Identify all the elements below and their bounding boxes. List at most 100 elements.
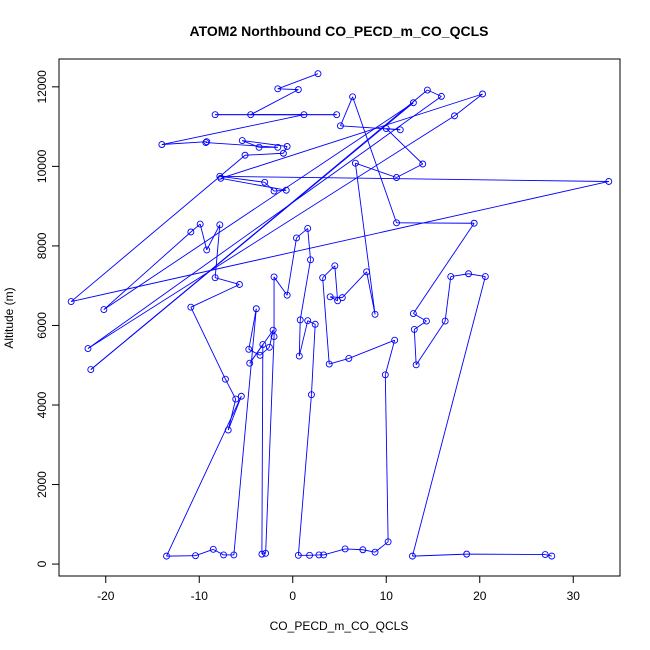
series-segment (103, 102, 414, 310)
data-point (304, 317, 312, 325)
series-segment (412, 553, 467, 557)
data-point (336, 122, 344, 130)
data-point (224, 426, 232, 434)
data-point (283, 291, 291, 299)
data-point (605, 178, 613, 185)
series-segment (352, 96, 397, 223)
data-point (295, 352, 303, 360)
series-segment (427, 89, 442, 97)
data-point (371, 548, 379, 556)
data-point (158, 141, 166, 148)
series-segment (261, 344, 264, 555)
data-point (274, 85, 282, 93)
series-segment (87, 115, 455, 349)
series-segment (385, 128, 424, 165)
y-tick-label: 4000 (35, 391, 49, 418)
y-tick-label: 10000 (35, 149, 49, 183)
series-segment (384, 374, 389, 542)
plot-frame (58, 58, 621, 577)
data-point (363, 268, 371, 276)
series-segment (248, 308, 257, 350)
series-segment (354, 163, 376, 315)
data-point (236, 281, 243, 288)
data-point (283, 143, 291, 150)
data-point (211, 274, 219, 282)
series-segment (323, 548, 346, 556)
x-tick-label: 10 (380, 589, 394, 603)
series-segment (213, 548, 224, 556)
series-segment (415, 320, 446, 366)
series-segment (219, 175, 265, 183)
data-point (245, 345, 253, 353)
series-segment (322, 277, 330, 365)
data-point (333, 111, 341, 119)
data-point (270, 273, 278, 281)
data-point (270, 187, 278, 195)
data-point (67, 298, 75, 306)
data-point (282, 186, 290, 194)
data-point (241, 151, 249, 159)
data-point (196, 220, 204, 228)
data-point (359, 546, 367, 554)
data-point (232, 395, 240, 403)
series-segment (71, 181, 609, 303)
data-point (393, 174, 400, 181)
series-segment (190, 284, 240, 308)
data-point (351, 159, 359, 167)
data-point (307, 256, 314, 264)
series-segment (190, 223, 201, 233)
series-segment (374, 541, 389, 553)
series-segment (277, 73, 319, 90)
data-point (296, 316, 304, 324)
series-segment (299, 259, 311, 320)
data-point (334, 297, 342, 305)
x-tick-label: -10 (191, 589, 209, 603)
series-segment (341, 271, 367, 298)
data-point (261, 178, 269, 186)
series-segment (413, 329, 417, 365)
data-point (437, 92, 445, 100)
series-segment (87, 96, 442, 349)
data-point (269, 326, 277, 334)
series-segment (296, 228, 309, 239)
data-point (100, 306, 108, 313)
data-point (203, 246, 211, 254)
x-axis: -20 -10 0 10 20 30 (97, 575, 580, 603)
series-segment (273, 276, 288, 296)
data-point (548, 552, 556, 560)
data-point (247, 111, 255, 119)
series-segment (249, 344, 264, 364)
data-point (279, 149, 287, 157)
data-point (341, 545, 349, 553)
series-segment (362, 549, 376, 553)
data-point (187, 228, 195, 236)
series-segment (250, 89, 299, 116)
data-point (300, 111, 308, 119)
x-tick-label: -20 (97, 589, 115, 603)
data-point (187, 303, 195, 311)
series-segment (199, 223, 208, 251)
series-segment (90, 102, 414, 370)
series-segment (205, 142, 278, 148)
data-point (408, 552, 416, 560)
y-tick-label: 0 (35, 560, 49, 567)
y-tick-label: 12000 (35, 70, 49, 104)
data-point (163, 552, 170, 560)
x-axis-label: CO_PECD_m_CO_QCLS (270, 619, 409, 633)
series-segment (396, 163, 423, 178)
series-segment (220, 93, 483, 179)
series-segment (103, 231, 192, 310)
series-points (67, 70, 613, 560)
data-point (463, 550, 471, 558)
data-point (384, 538, 392, 546)
series-segment (297, 394, 312, 556)
data-point (465, 270, 472, 278)
data-point (479, 90, 487, 98)
data-point (238, 137, 246, 144)
data-point (338, 294, 346, 302)
data-point (371, 310, 379, 318)
series-segment (444, 276, 452, 322)
data-point (419, 160, 427, 168)
series-segment (161, 141, 207, 145)
data-point (202, 139, 210, 146)
